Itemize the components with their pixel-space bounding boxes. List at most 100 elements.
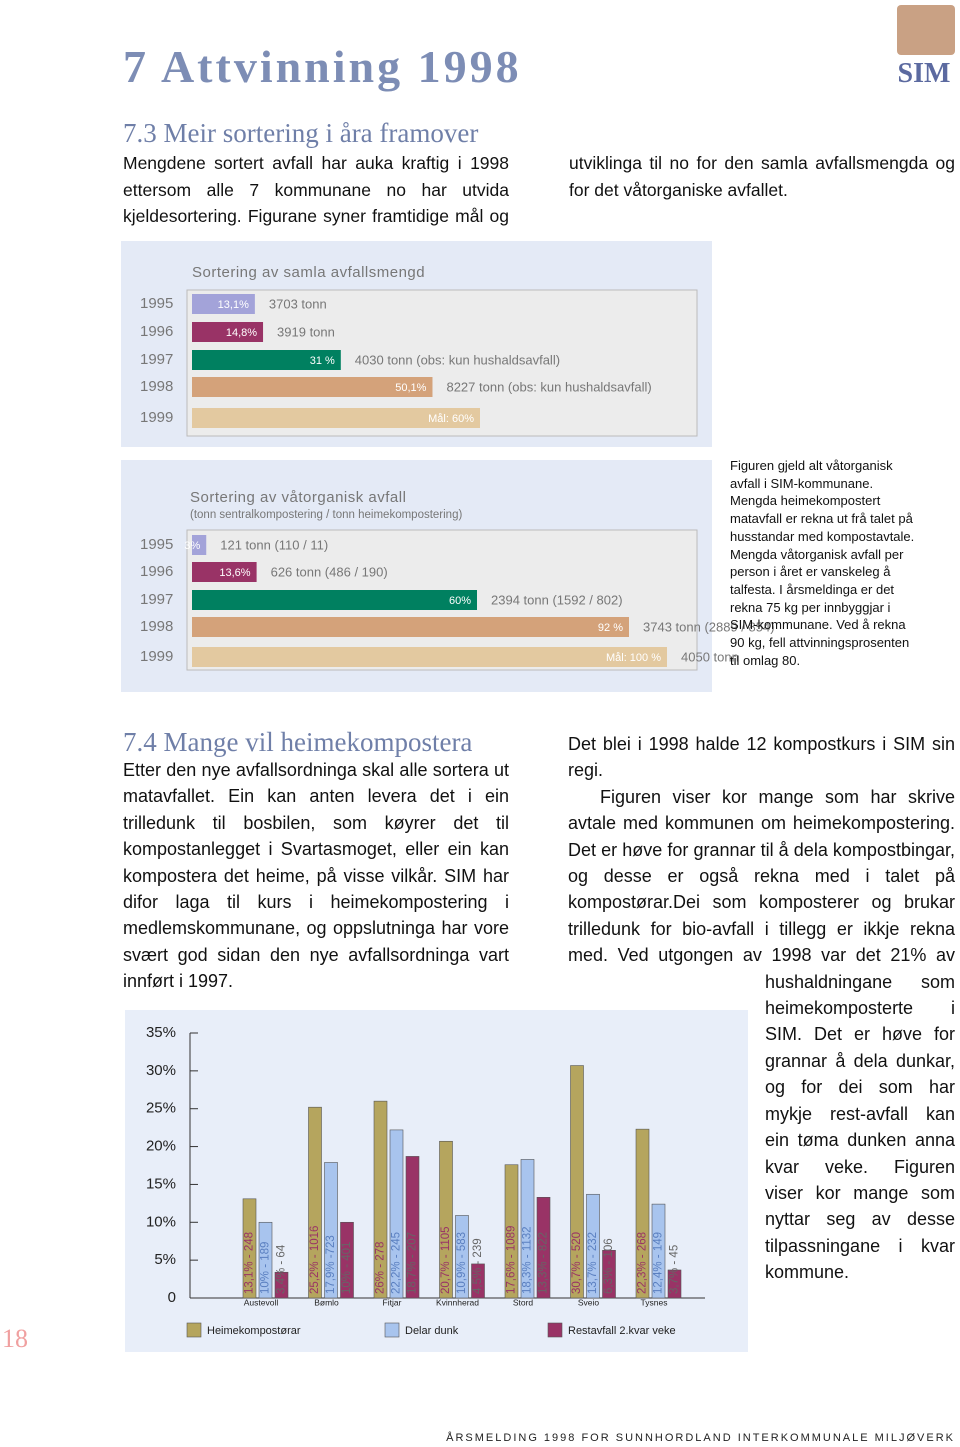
value-label: Mål: 60% xyxy=(428,413,474,425)
logo-mark xyxy=(897,5,955,55)
value-label: 18,3% - 1132 xyxy=(522,1226,534,1294)
y-tick-label: 0 xyxy=(168,1289,176,1306)
legend-label: Heimekompostørar xyxy=(207,1325,301,1337)
annotation: 3919 tonn xyxy=(277,324,335,339)
annotation: 3703 tonn xyxy=(269,296,327,311)
value-label: 13,7% - 232 xyxy=(587,1232,599,1294)
chapter-title: 7 Attvinning 1998 xyxy=(123,41,522,92)
bar xyxy=(192,322,264,342)
spacer xyxy=(568,981,765,1401)
chart-subtitle: (tonn sentralkompostering / tonn heimeko… xyxy=(190,509,462,521)
y-tick-label: 1999 xyxy=(140,648,173,665)
bar xyxy=(602,1250,616,1299)
bar xyxy=(520,1159,535,1299)
x-tick-label: Fitjar xyxy=(383,1297,402,1307)
y-tick-label: 15% xyxy=(146,1175,176,1192)
y-tick-label: 10% xyxy=(146,1213,176,1230)
value-label: 18,7% - 207 xyxy=(407,1232,419,1294)
value-label: 13,6% xyxy=(219,567,250,579)
bar xyxy=(192,617,629,637)
bar xyxy=(258,1221,273,1299)
value-label: 60% xyxy=(449,595,471,607)
value-label: 10,9% - 583 xyxy=(456,1232,468,1294)
value-label: 3% xyxy=(184,540,200,552)
y-tick-label: 1997 xyxy=(140,591,173,608)
paragraph: Figuren viser kor mange som har skrive a… xyxy=(568,786,955,1283)
value-label: 6,3% - 106 xyxy=(603,1238,615,1294)
legend-label: Restavfall 2.kvar veke xyxy=(568,1325,676,1337)
y-tick-label: 1995 xyxy=(140,536,173,553)
y-tick-label: 1997 xyxy=(140,351,173,368)
bar xyxy=(667,1269,682,1299)
annotation: 2394 tonn (1592 / 802) xyxy=(491,592,623,607)
value-label: 31 % xyxy=(310,355,335,367)
value-label: 50,1% xyxy=(395,382,426,394)
y-tick-label: 1999 xyxy=(140,409,173,426)
value-label: 13,3% - 822 xyxy=(538,1232,550,1294)
y-tick-label: 1996 xyxy=(140,323,173,340)
bar xyxy=(586,1193,600,1299)
bar xyxy=(192,377,433,397)
paragraph: Mengdene sortert avfall har auka kraftig… xyxy=(123,153,955,226)
bar xyxy=(192,350,341,370)
bar xyxy=(504,1164,519,1299)
annotation: 8227 tonn (obs: kun hushaldsavfall) xyxy=(446,379,651,394)
x-tick-label: Sveio xyxy=(578,1297,600,1307)
x-tick-label: Austevoll xyxy=(244,1297,279,1307)
page-number: 18 xyxy=(2,1324,28,1353)
bar xyxy=(192,590,477,610)
logo: SIM xyxy=(897,58,951,89)
annotation: 4030 tonn (obs: kun hushaldsavfall) xyxy=(355,352,560,367)
value-label: 20,7% - 1105 xyxy=(440,1226,452,1294)
bar xyxy=(455,1215,469,1299)
section-heading: 7.3 Meir sortering i åra framover xyxy=(123,118,479,148)
bar xyxy=(389,1129,404,1299)
bar xyxy=(373,1100,388,1299)
chart-title: Sortering av våtorganisk avfall xyxy=(190,489,406,506)
bar xyxy=(274,1271,289,1299)
bar xyxy=(308,1106,322,1299)
value-label: 17,6% - 1089 xyxy=(506,1226,518,1294)
legend-swatch xyxy=(186,1322,202,1338)
value-label: 10% - 189 xyxy=(260,1242,272,1294)
y-tick-label: 1998 xyxy=(140,378,173,395)
bar xyxy=(324,1162,338,1299)
bar xyxy=(242,1198,257,1299)
value-label: 26% - 278 xyxy=(375,1242,387,1294)
legend-swatch xyxy=(384,1322,400,1338)
bar xyxy=(192,408,480,428)
y-tick-label: 5% xyxy=(154,1251,176,1268)
x-tick-label: Kvinnherad xyxy=(436,1297,479,1307)
bar xyxy=(192,535,207,555)
value-label: 10% - 401 xyxy=(341,1242,353,1294)
text-column: Det blei i 1998 halde 12 kompostkurs i S… xyxy=(568,731,955,1401)
legend-label: Delar dunk xyxy=(405,1325,459,1337)
footer: ÅRSMELDING 1998 FOR SUNNHORDLAND INTERKO… xyxy=(446,1432,955,1444)
bar xyxy=(635,1128,650,1299)
annotation: 626 tonn (486 / 190) xyxy=(271,564,388,579)
bar xyxy=(536,1197,551,1299)
bar xyxy=(192,562,257,582)
y-tick-label: 35% xyxy=(146,1024,176,1041)
value-label: 22,3% - 268 xyxy=(637,1232,649,1294)
bar xyxy=(192,647,667,667)
side-note: Figuren gjeld alt våtorganisk avfall i S… xyxy=(730,458,915,668)
value-label: Mål: 100 % xyxy=(606,652,661,664)
bar xyxy=(651,1203,666,1299)
section-heading: 7.4 Mange vil heimekompostera xyxy=(123,727,473,757)
annotation: 121 tonn (110 / 11) xyxy=(220,537,328,552)
bar xyxy=(471,1263,485,1299)
bar xyxy=(340,1221,354,1299)
value-label: 22,2% - 245 xyxy=(391,1232,403,1294)
value-label: 4,5% - 239 xyxy=(472,1238,484,1294)
annotation: 3743 tonn (2889 / 854) xyxy=(643,619,775,634)
value-label: 30,7% - 520 xyxy=(571,1232,583,1294)
x-tick-label: Bømlo xyxy=(314,1297,339,1307)
bar xyxy=(570,1065,584,1299)
chart-title: Sortering av samla avfallsmengd xyxy=(192,264,425,281)
y-tick-label: 1995 xyxy=(140,295,173,312)
annotation: 4050 tonn xyxy=(681,649,739,664)
paragraph: Det blei i 1998 halde 12 kompostkurs i S… xyxy=(568,734,955,781)
